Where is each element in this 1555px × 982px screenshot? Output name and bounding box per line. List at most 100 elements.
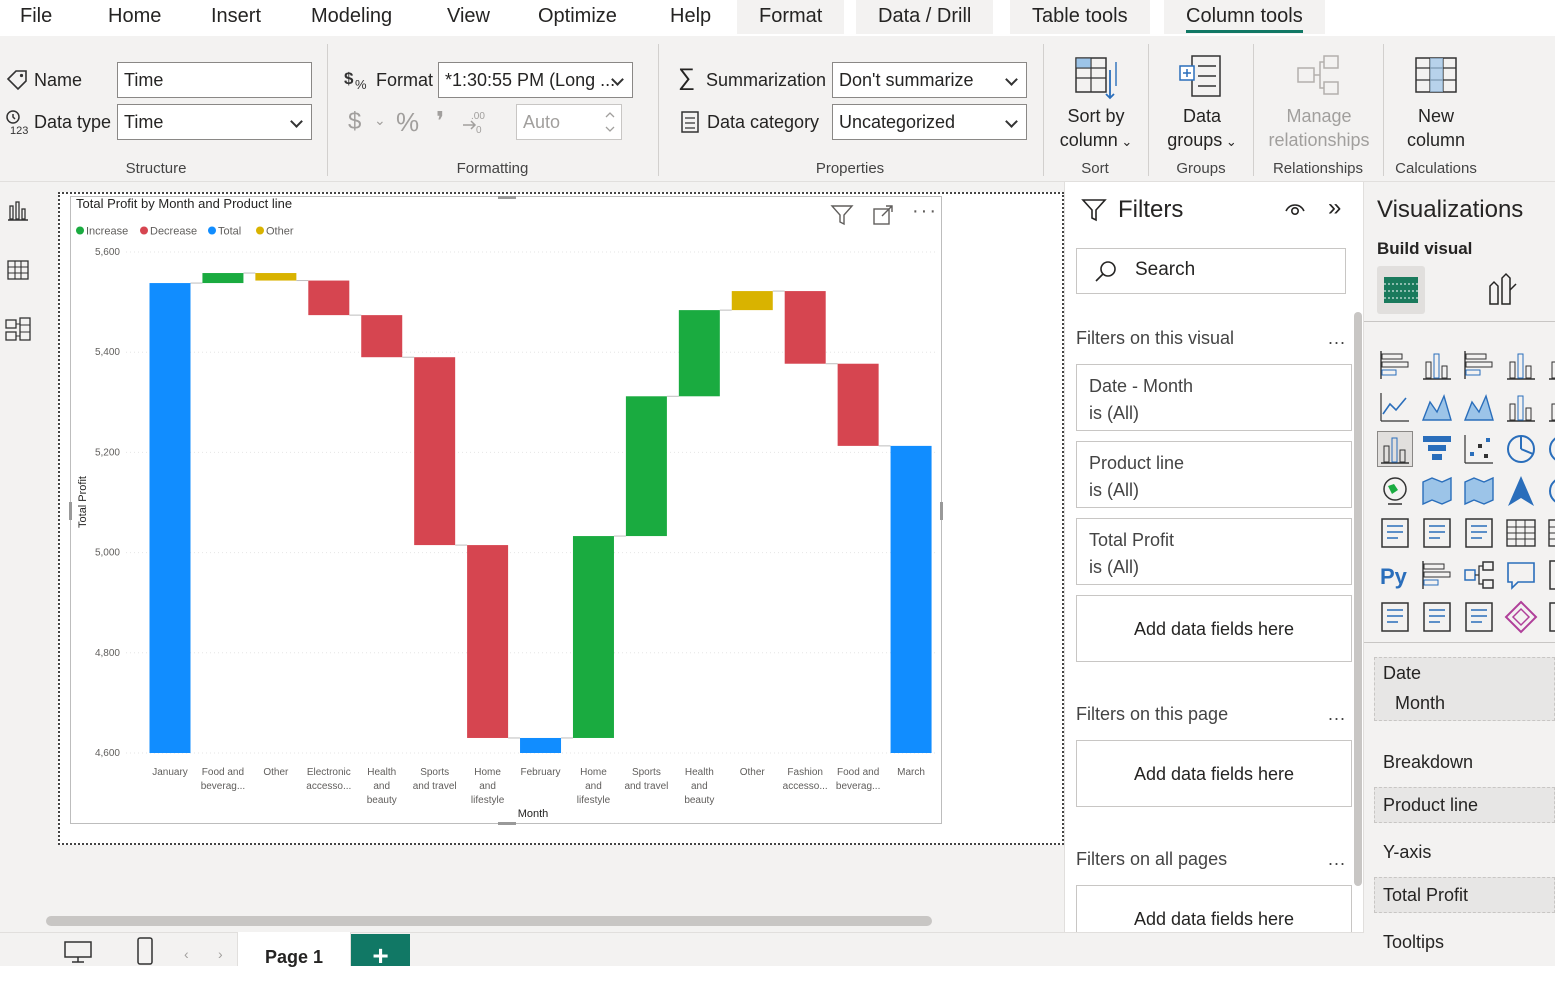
more-options-icon[interactable]: ...	[1328, 849, 1347, 869]
stacked-bar-chart-icon[interactable]	[1378, 348, 1412, 382]
smart-narrative-icon[interactable]	[1546, 558, 1555, 592]
collapse-pane-icon[interactable]: »	[1328, 194, 1342, 221]
filled-map-icon[interactable]	[1420, 474, 1454, 508]
power-apps-icon[interactable]	[1462, 600, 1496, 634]
x-tick-label: Sports	[632, 767, 661, 778]
table-icon[interactable]	[1504, 516, 1538, 550]
kpi-icon[interactable]	[1420, 516, 1454, 550]
table-view-icon[interactable]	[6, 258, 30, 282]
data-groups-button[interactable]: Data groups ⌄	[1158, 104, 1246, 154]
decomposition-tree-icon[interactable]	[1462, 558, 1496, 592]
slicer-icon[interactable]	[1462, 516, 1496, 550]
card-icon[interactable]	[1378, 516, 1412, 550]
shape-map-icon[interactable]	[1462, 474, 1496, 508]
funnel-chart-icon[interactable]	[1420, 432, 1454, 466]
page-add-data-fields[interactable]: Add data fields here	[1076, 740, 1352, 807]
menu-view[interactable]: View	[447, 5, 490, 27]
menu-help[interactable]: Help	[670, 5, 712, 27]
menu-column-tools[interactable]: Column tools	[1164, 0, 1325, 34]
resize-handle-top[interactable]	[498, 196, 516, 199]
currency-button[interactable]: $	[348, 108, 362, 135]
chevron-left-icon[interactable]: ‹	[184, 946, 189, 962]
more-options-icon[interactable]: ...	[1328, 704, 1347, 724]
y-axis-field[interactable]: Total Profit	[1374, 877, 1555, 913]
resize-handle-bottom[interactable]	[498, 822, 516, 825]
model-view-icon[interactable]	[4, 316, 32, 344]
waterfall-chart-icon[interactable]	[1377, 431, 1413, 467]
more-options-icon[interactable]: ···	[912, 200, 938, 222]
chevron-down-icon[interactable]: ⌄	[374, 112, 386, 128]
menu-data-drill[interactable]: Data / Drill	[856, 0, 994, 34]
percent-button[interactable]: %	[396, 107, 420, 137]
spinner-icon[interactable]	[604, 108, 616, 136]
name-input[interactable]: Time	[117, 62, 312, 98]
map-icon[interactable]	[1378, 474, 1412, 508]
add-page-button[interactable]: +	[351, 934, 410, 971]
filters-scrollbar[interactable]	[1354, 312, 1362, 886]
pie-chart-icon[interactable]	[1504, 432, 1538, 466]
more-options-icon[interactable]: ...	[1328, 328, 1347, 348]
filter-icon[interactable]	[830, 204, 854, 226]
chart-title: Total Profit by Month and Product line	[76, 196, 292, 211]
qna-icon[interactable]	[1504, 558, 1538, 592]
area-chart-icon[interactable]	[1420, 390, 1454, 424]
comma-button[interactable]: ❜	[436, 106, 445, 136]
menu-format[interactable]: Format	[737, 0, 845, 34]
build-visual-tab[interactable]	[1377, 266, 1425, 314]
filter-card-date-month[interactable]: Date - Month is (All)	[1076, 364, 1352, 431]
filter-card-product-line[interactable]: Product line is (All)	[1076, 441, 1352, 508]
stacked-area-chart-icon[interactable]	[1462, 390, 1496, 424]
filter-card-total-profit[interactable]: Total Profit is (All)	[1076, 518, 1352, 585]
visual-add-data-fields[interactable]: Add data fields here	[1076, 595, 1352, 662]
sort-by-column-button[interactable]: Sort by column ⌄	[1050, 104, 1142, 154]
matrix-icon[interactable]	[1546, 516, 1555, 550]
metrics-icon[interactable]	[1420, 600, 1454, 634]
stacked-column-chart-icon[interactable]	[1420, 348, 1454, 382]
clustered-column-chart-icon[interactable]	[1504, 348, 1538, 382]
format-visual-icon[interactable]	[1484, 272, 1520, 308]
menu-optimize[interactable]: Optimize	[538, 5, 617, 27]
more-visuals-icon[interactable]	[1546, 600, 1555, 634]
new-column-button[interactable]: New column	[1396, 104, 1476, 152]
filter-search-box[interactable]: Search	[1076, 248, 1346, 294]
paginated-report-icon[interactable]	[1378, 600, 1412, 634]
page-tab-page-1[interactable]: Page 1	[237, 932, 351, 967]
clustered-bar-chart-icon[interactable]	[1462, 348, 1496, 382]
data-type-dropdown[interactable]: Time	[117, 104, 312, 140]
breakdown-field[interactable]: Product line	[1374, 787, 1555, 823]
menu-insert[interactable]: Insert	[211, 5, 262, 27]
report-view-icon[interactable]	[6, 198, 30, 222]
format-dropdown[interactable]: *1:30:55 PM (Long ...	[438, 62, 633, 98]
power-automate-icon[interactable]	[1504, 600, 1538, 634]
line-column-chart-icon[interactable]	[1504, 390, 1538, 424]
ribbon-chart-icon[interactable]	[1546, 390, 1555, 424]
resize-handle-right[interactable]	[940, 502, 943, 520]
desktop-view-icon[interactable]	[63, 940, 93, 964]
menu-file[interactable]: File	[20, 5, 53, 27]
decimal-places-input[interactable]: Auto	[516, 104, 622, 140]
x-tick-label: Electronic	[307, 767, 351, 778]
decimal-places-icon[interactable]: .000	[461, 108, 489, 136]
summarization-dropdown[interactable]: Don't summarize	[832, 62, 1027, 98]
clustered-bar-chart-icon-glyph	[1464, 351, 1493, 379]
menu-home[interactable]: Home	[108, 5, 162, 27]
column-chart-icon[interactable]	[1546, 348, 1555, 382]
horizontal-scrollbar[interactable]	[46, 916, 932, 926]
menu-modeling[interactable]: Modeling	[311, 5, 393, 27]
mobile-view-icon[interactable]	[136, 936, 154, 966]
python-visual-icon[interactable]: Py	[1378, 558, 1412, 592]
line-chart-icon[interactable]	[1378, 390, 1412, 424]
manage-relationships-button[interactable]: Manage relationships	[1262, 104, 1376, 152]
donut-chart-icon[interactable]	[1546, 432, 1555, 466]
x-axis-field-well[interactable]: Date Month	[1374, 657, 1555, 721]
chevron-right-icon[interactable]: ›	[218, 946, 223, 962]
menu-table-tools[interactable]: Table tools	[1010, 0, 1150, 34]
focus-mode-icon[interactable]	[872, 204, 894, 226]
key-influencers-icon[interactable]	[1420, 558, 1454, 592]
eye-icon[interactable]	[1284, 200, 1306, 218]
resize-handle-left[interactable]	[69, 502, 72, 520]
azure-map-icon[interactable]	[1504, 474, 1538, 508]
gauge-icon[interactable]	[1546, 474, 1555, 508]
data-category-dropdown[interactable]: Uncategorized	[832, 104, 1027, 140]
scatter-chart-icon[interactable]	[1462, 432, 1496, 466]
